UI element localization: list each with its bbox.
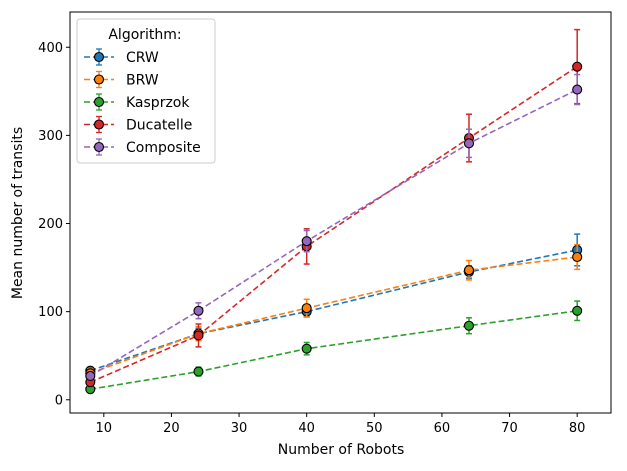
data-point <box>572 305 583 316</box>
data-point <box>572 84 583 95</box>
legend-item-brw: BRW <box>84 70 159 89</box>
x-axis: 10 20 30 40 50 60 70 80 <box>96 413 586 436</box>
legend-marker <box>93 74 105 85</box>
legend-label: Composite <box>126 140 201 156</box>
data-point <box>463 320 475 331</box>
data-point <box>301 303 312 314</box>
data-point <box>85 370 96 382</box>
data-point <box>193 330 204 341</box>
y-tick-label: 0 <box>55 393 63 408</box>
series-line <box>90 256 578 375</box>
legend-label: BRW <box>126 73 159 89</box>
x-tick-label: 10 <box>96 421 113 436</box>
legend-marker <box>93 141 105 153</box>
x-tick-label: 70 <box>501 421 518 436</box>
x-tick-label: 20 <box>163 421 180 436</box>
x-tick-label: 50 <box>366 421 383 436</box>
legend-marker <box>93 119 105 130</box>
y-tick-label: 400 <box>38 41 63 56</box>
y-axis-label: Mean number of transits <box>10 127 26 299</box>
legend-label: Kasprzok <box>126 95 190 111</box>
plot-area <box>69 11 612 414</box>
series-crw <box>85 233 583 376</box>
y-tick-label: 100 <box>38 305 63 320</box>
legend-box <box>76 18 216 164</box>
data-point <box>463 265 475 276</box>
y-tick-label: 300 <box>38 129 63 144</box>
legend-item-kasprzok: Kasprzok <box>84 93 190 111</box>
series-line <box>90 249 578 372</box>
x-axis-label: Number of Robots <box>278 442 405 458</box>
x-tick-label: 80 <box>569 421 586 436</box>
data-point <box>193 305 204 316</box>
legend-item-composite: Composite <box>84 138 201 156</box>
data-point <box>572 251 583 263</box>
legend-marker <box>93 96 105 108</box>
legend-label: CRW <box>126 50 159 66</box>
data-point <box>193 366 204 377</box>
legend-item-ducatelle: Ducatelle <box>84 115 192 134</box>
y-tick-label: 200 <box>38 217 63 232</box>
data-point <box>463 138 475 149</box>
legend-label: Ducatelle <box>126 118 192 134</box>
legend-marker <box>93 51 105 63</box>
x-tick-label: 60 <box>434 421 451 436</box>
series-brw <box>85 243 583 379</box>
data-point <box>301 236 312 247</box>
series-line <box>90 310 578 390</box>
series-composite <box>85 73 583 382</box>
legend: Algorithm: CRW BRW Kasprzok Ducatelle Compos… <box>76 18 216 164</box>
x-tick-label: 30 <box>231 421 248 436</box>
data-point <box>572 61 583 72</box>
legend-title: Algorithm: <box>108 27 181 43</box>
x-tick-label: 40 <box>298 421 315 436</box>
y-axis: 0 100 200 300 400 <box>38 41 70 408</box>
plot-frame <box>69 11 612 414</box>
series-kasprzok <box>85 300 583 395</box>
data-point <box>301 343 312 354</box>
legend-item-crw: CRW <box>84 48 159 66</box>
